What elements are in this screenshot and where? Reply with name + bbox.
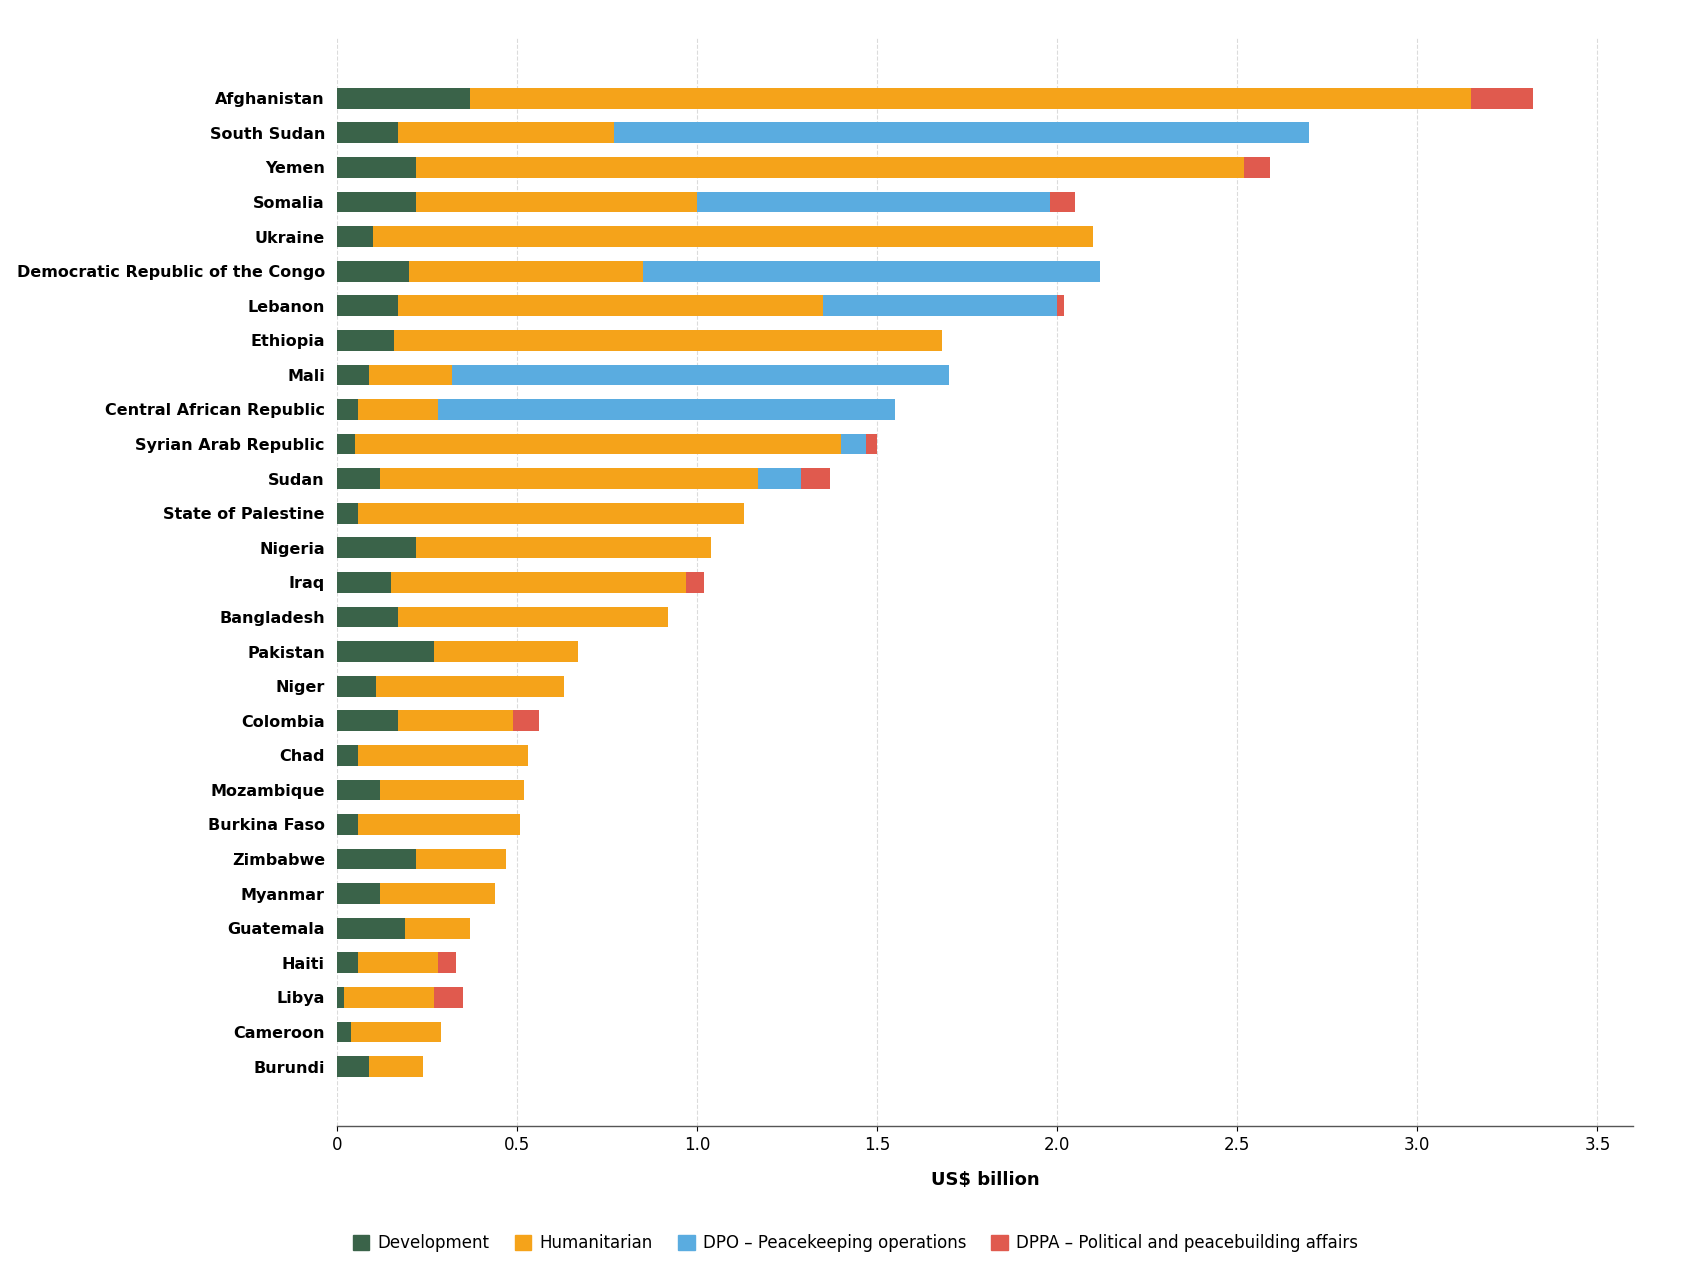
Bar: [381, 468, 758, 489]
Bar: [451, 365, 950, 385]
Bar: [758, 468, 802, 489]
Bar: [337, 538, 416, 558]
Bar: [643, 261, 1100, 282]
Bar: [359, 745, 527, 765]
Bar: [337, 607, 397, 627]
Bar: [394, 330, 941, 351]
Bar: [337, 399, 359, 420]
Bar: [337, 780, 381, 800]
Bar: [337, 468, 381, 489]
Bar: [369, 1056, 423, 1076]
Bar: [337, 676, 377, 696]
Bar: [337, 227, 372, 247]
Bar: [337, 849, 416, 869]
Bar: [337, 192, 416, 212]
Bar: [802, 468, 830, 489]
Bar: [337, 1056, 369, 1076]
Bar: [685, 572, 704, 593]
Bar: [416, 192, 697, 212]
Bar: [337, 1021, 352, 1042]
Bar: [337, 814, 359, 835]
Bar: [397, 296, 823, 316]
Bar: [337, 296, 397, 316]
Bar: [337, 572, 391, 593]
Bar: [391, 572, 685, 593]
Bar: [416, 538, 711, 558]
Bar: [438, 952, 456, 973]
Bar: [416, 157, 1244, 178]
Legend: Development, Humanitarian, DPO – Peacekeeping operations, DPPA – Political and p: Development, Humanitarian, DPO – Peaceke…: [345, 1228, 1366, 1258]
Bar: [840, 434, 866, 454]
Bar: [337, 434, 355, 454]
Bar: [337, 365, 369, 385]
Bar: [359, 814, 520, 835]
Bar: [344, 987, 434, 1007]
Bar: [337, 987, 344, 1007]
Bar: [337, 745, 359, 765]
Bar: [470, 88, 1472, 109]
Bar: [416, 849, 507, 869]
Bar: [337, 123, 397, 143]
Bar: [434, 641, 578, 662]
Bar: [397, 607, 669, 627]
Bar: [514, 710, 539, 731]
Bar: [377, 676, 564, 696]
Bar: [369, 365, 451, 385]
Bar: [381, 780, 524, 800]
Bar: [337, 157, 416, 178]
Bar: [337, 261, 409, 282]
Bar: [337, 952, 359, 973]
Bar: [359, 503, 744, 524]
Bar: [866, 434, 877, 454]
Bar: [397, 710, 514, 731]
Bar: [397, 123, 615, 143]
Bar: [337, 88, 470, 109]
Bar: [337, 330, 394, 351]
Bar: [438, 399, 896, 420]
Bar: [615, 123, 1310, 143]
Bar: [381, 883, 495, 904]
Bar: [823, 296, 1058, 316]
Bar: [359, 399, 438, 420]
Bar: [409, 261, 643, 282]
Bar: [434, 987, 463, 1007]
Bar: [697, 192, 1051, 212]
Bar: [337, 641, 434, 662]
Bar: [337, 503, 359, 524]
Bar: [337, 883, 381, 904]
Bar: [1058, 296, 1064, 316]
Bar: [337, 918, 406, 938]
Bar: [372, 227, 1093, 247]
Bar: [359, 952, 438, 973]
Bar: [406, 918, 470, 938]
Bar: [1244, 157, 1270, 178]
Bar: [337, 710, 397, 731]
Bar: [1472, 88, 1532, 109]
Bar: [1051, 192, 1074, 212]
Bar: [352, 1021, 441, 1042]
X-axis label: US$ billion: US$ billion: [931, 1171, 1039, 1189]
Bar: [355, 434, 840, 454]
